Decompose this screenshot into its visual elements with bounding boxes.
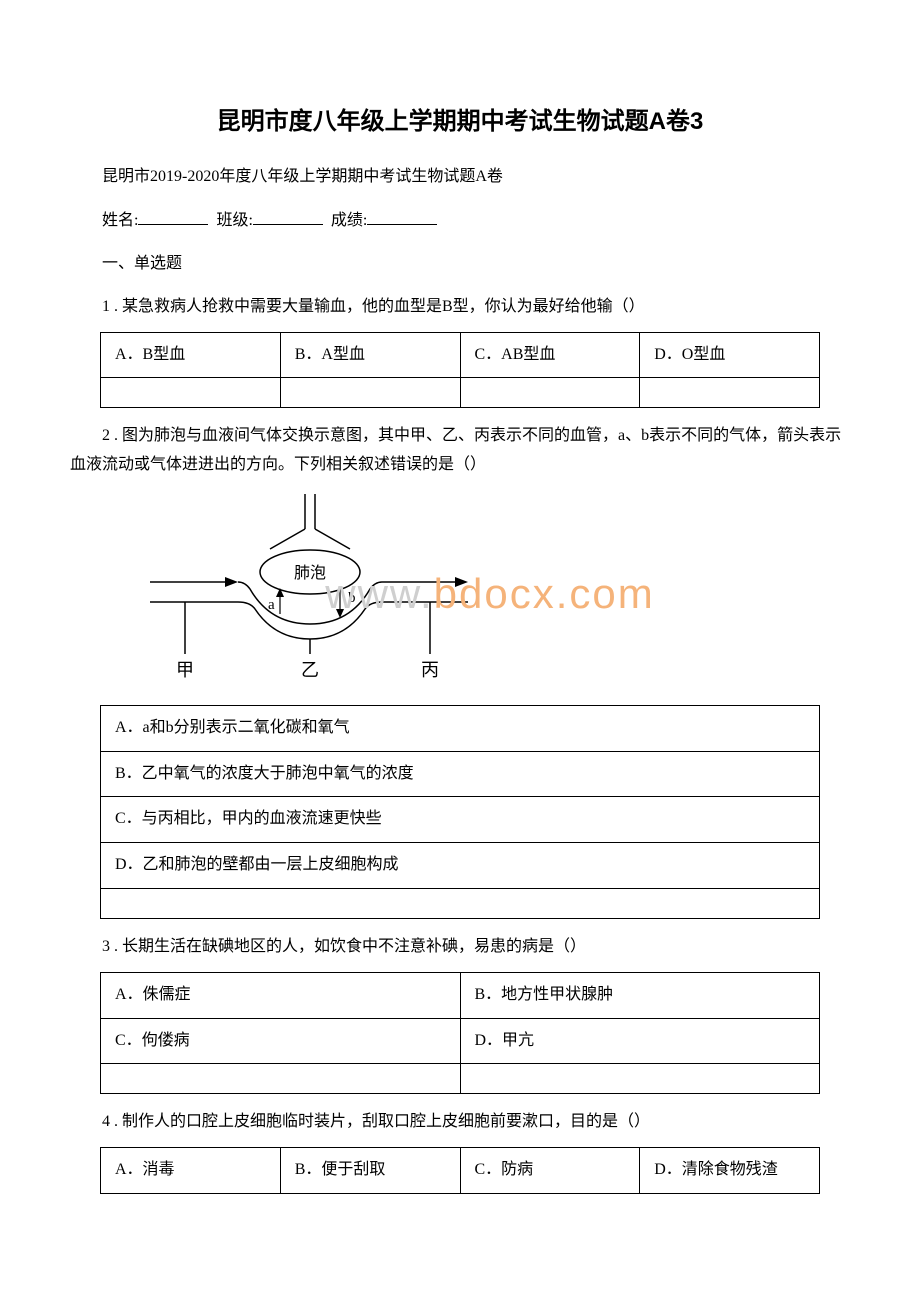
q1-opt-c: C．AB型血 [460, 332, 640, 378]
form-line: 姓名: 班级: 成绩: [70, 206, 850, 236]
q1-text: 1 . 某急救病人抢救中需要大量输血，他的血型是B型，你认为最好给他输（） [70, 293, 850, 322]
empty-cell [640, 378, 820, 408]
q1-opt-b: B．A型血 [280, 332, 460, 378]
alveolus-label: 肺泡 [294, 564, 326, 582]
q3-options-table: A．侏儒症 B．地方性甲状腺肿 C．佝偻病 D．甲亢 [100, 972, 820, 1095]
q4-text: 4 . 制作人的口腔上皮细胞临时装片，刮取口腔上皮细胞前要漱口，目的是（） [70, 1108, 850, 1137]
q4-opt-b: B．便于刮取 [280, 1148, 460, 1194]
q2-opt-d: D．乙和肺泡的壁都由一层上皮细胞构成 [101, 843, 820, 889]
empty-cell [460, 378, 640, 408]
q2-diagram: 肺泡 a b 甲 乙 丙 www.bdocx.com [130, 494, 850, 695]
q2-opt-c: C．与丙相比，甲内的血液流速更快些 [101, 797, 820, 843]
q4-opt-d: D．清除食物残渣 [640, 1148, 820, 1194]
empty-cell [460, 1064, 820, 1094]
class-label: 班级: [216, 212, 252, 229]
empty-cell [101, 1064, 461, 1094]
q4-opt-c: C．防病 [460, 1148, 640, 1194]
q3-text: 3 . 长期生活在缺碘地区的人，如饮食中不注意补碘，易患的病是（） [70, 933, 850, 962]
q2-options-table: A．a和b分别表示二氧化碳和氧气 B．乙中氧气的浓度大于肺泡中氧气的浓度 C．与… [100, 705, 820, 919]
q1-opt-a: A．B型血 [101, 332, 281, 378]
score-label: 成绩: [331, 212, 367, 229]
q3-opt-a: A．侏儒症 [101, 972, 461, 1018]
yi-label: 乙 [301, 660, 319, 680]
q3-opt-c: C．佝偻病 [101, 1018, 461, 1064]
name-label: 姓名: [102, 212, 138, 229]
q1-options-table: A．B型血 B．A型血 C．AB型血 D．O型血 [100, 332, 820, 409]
empty-cell [280, 378, 460, 408]
a-label: a [268, 597, 275, 613]
score-blank [367, 206, 437, 225]
q2-opt-b: B．乙中氧气的浓度大于肺泡中氧气的浓度 [101, 751, 820, 797]
q2-text: 2 . 图为肺泡与血液间气体交换示意图，其中甲、乙、丙表示不同的血管，a、b表示… [70, 422, 850, 480]
q4-options-table: A．消毒 B．便于刮取 C．防病 D．清除食物残渣 [100, 1147, 820, 1194]
b-label: b [348, 590, 356, 606]
name-blank [138, 206, 208, 225]
jia-label: 甲 [176, 660, 194, 680]
section-heading: 一、单选题 [70, 250, 850, 279]
subtitle: 昆明市2019-2020年度八年级上学期期中考试生物试题A卷 [70, 163, 850, 192]
empty-cell [101, 888, 820, 918]
alveolus-diagram-svg: 肺泡 a b 甲 乙 丙 [130, 494, 490, 684]
class-blank [253, 206, 323, 225]
page-title: 昆明市度八年级上学期期中考试生物试题A卷3 [70, 100, 850, 143]
q4-opt-a: A．消毒 [101, 1148, 281, 1194]
q3-opt-b: B．地方性甲状腺肿 [460, 972, 820, 1018]
empty-cell [101, 378, 281, 408]
q3-opt-d: D．甲亢 [460, 1018, 820, 1064]
q1-opt-d: D．O型血 [640, 332, 820, 378]
bing-label: 丙 [421, 660, 439, 680]
q2-opt-a: A．a和b分别表示二氧化碳和氧气 [101, 705, 820, 751]
